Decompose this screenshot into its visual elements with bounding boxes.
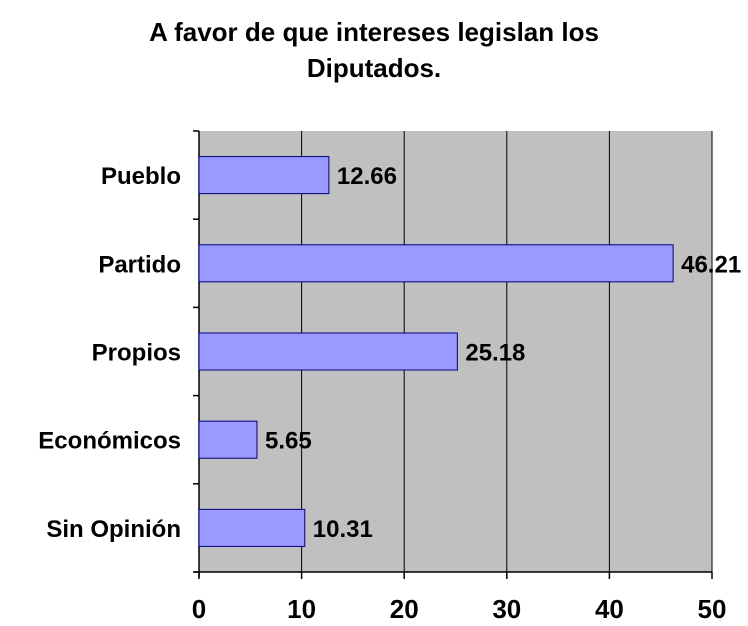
bar-value-label: 5.65 [265, 428, 312, 455]
x-tick-label: 40 [595, 594, 624, 624]
bar-value-label: 10.31 [313, 516, 373, 543]
bar-value-label: 46.21 [681, 251, 741, 278]
bar-0 [198, 156, 330, 195]
bar-4 [198, 508, 306, 547]
chart-title-line-2: Diputados. [306, 53, 442, 83]
bar-value-label: 25.18 [465, 340, 525, 367]
bar-value-label: 12.66 [337, 163, 397, 190]
bar-1 [198, 244, 674, 283]
bar-2 [198, 332, 458, 371]
chart-title: A favor de que intereses legislan los Di… [0, 14, 748, 86]
x-tick-label: 30 [492, 594, 521, 624]
x-tick-label: 20 [390, 594, 419, 624]
chart-title-line-1: A favor de que intereses legislan los [149, 17, 599, 47]
category-label: Pueblo [101, 163, 181, 190]
category-label: Propios [92, 340, 181, 367]
bar-3 [198, 420, 258, 459]
category-label: Sin Opinión [46, 516, 181, 543]
x-tick-label: 10 [287, 594, 316, 624]
x-tick-label: 0 [192, 594, 206, 624]
category-label: Económicos [38, 428, 181, 455]
x-tick-label: 50 [698, 594, 727, 624]
category-label: Partido [98, 251, 181, 278]
